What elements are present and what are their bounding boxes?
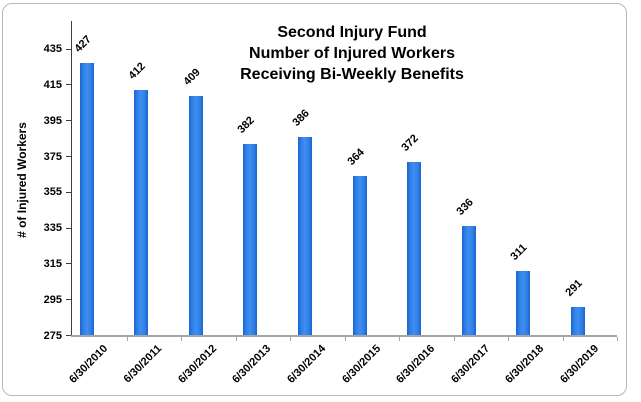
bar: [243, 143, 258, 336]
x-tick: [235, 336, 237, 341]
bar: [297, 136, 312, 336]
bar: [79, 63, 94, 336]
y-tick-label: 375: [43, 150, 62, 163]
y-tick: [66, 263, 72, 265]
y-tick-label: 335: [43, 222, 62, 235]
y-tick: [66, 335, 72, 336]
x-tick: [508, 336, 509, 341]
bar: [570, 306, 585, 336]
x-tick: [617, 336, 618, 341]
chart-title: Second Injury Fund Number of Injured Wor…: [202, 22, 502, 85]
y-tick-label: 435: [43, 43, 62, 56]
x-tick: [290, 336, 291, 341]
y-tick: [66, 120, 72, 122]
chart-title-line-3: Receiving Bi-Weekly Benefits: [240, 66, 464, 83]
x-tick: [126, 336, 128, 341]
bar: [516, 271, 531, 336]
y-tick-label: 295: [43, 293, 62, 306]
y-tick-label: 355: [43, 186, 62, 199]
bar: [407, 161, 422, 336]
y-tick-label: 275: [43, 329, 62, 342]
bar: [188, 95, 203, 336]
y-tick-label: 315: [43, 257, 62, 270]
x-tick: [453, 336, 455, 341]
y-tick: [66, 227, 72, 229]
y-tick: [66, 84, 72, 86]
y-axis-title: # of Injured Workers: [15, 122, 29, 238]
y-tick: [66, 299, 72, 301]
y-tick: [66, 191, 72, 193]
y-tick-label: 395: [43, 114, 62, 127]
chart-title-line-1: Second Injury Fund: [277, 24, 427, 41]
bar: [134, 90, 149, 336]
bar: [461, 226, 476, 336]
y-tick: [66, 156, 72, 157]
x-tick: [562, 336, 564, 341]
y-axis: [70, 21, 72, 336]
x-tick: [181, 336, 182, 341]
x-axis: [71, 334, 617, 337]
x-tick: [399, 336, 400, 341]
x-tick: [344, 336, 346, 341]
chart-title-line-2: Number of Injured Workers: [249, 45, 455, 62]
bar: [352, 176, 367, 336]
y-tick-label: 415: [43, 78, 62, 91]
y-tick: [66, 48, 72, 50]
